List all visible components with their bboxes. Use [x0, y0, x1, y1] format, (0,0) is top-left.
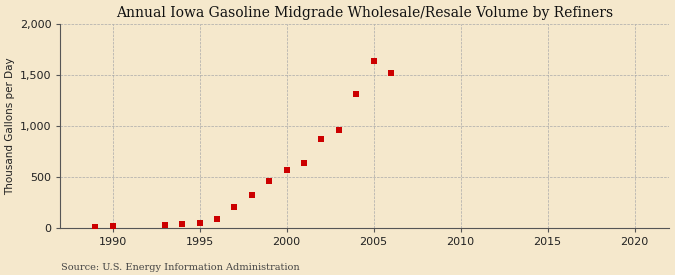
Point: [246, 192, 257, 197]
Y-axis label: Thousand Gallons per Day: Thousand Gallons per Day: [5, 57, 16, 195]
Point: [211, 217, 222, 221]
Point: [229, 205, 240, 209]
Point: [90, 225, 101, 230]
Title: Annual Iowa Gasoline Midgrade Wholesale/Resale Volume by Refiners: Annual Iowa Gasoline Midgrade Wholesale/…: [116, 6, 614, 20]
Text: Source: U.S. Energy Information Administration: Source: U.S. Energy Information Administ…: [61, 263, 300, 272]
Point: [159, 223, 170, 227]
Point: [107, 224, 118, 228]
Point: [316, 137, 327, 141]
Point: [194, 221, 205, 226]
Point: [333, 128, 344, 132]
Point: [351, 92, 362, 97]
Point: [264, 179, 275, 183]
Point: [177, 222, 188, 227]
Point: [385, 70, 396, 75]
Point: [368, 59, 379, 64]
Point: [298, 161, 309, 165]
Point: [281, 168, 292, 172]
